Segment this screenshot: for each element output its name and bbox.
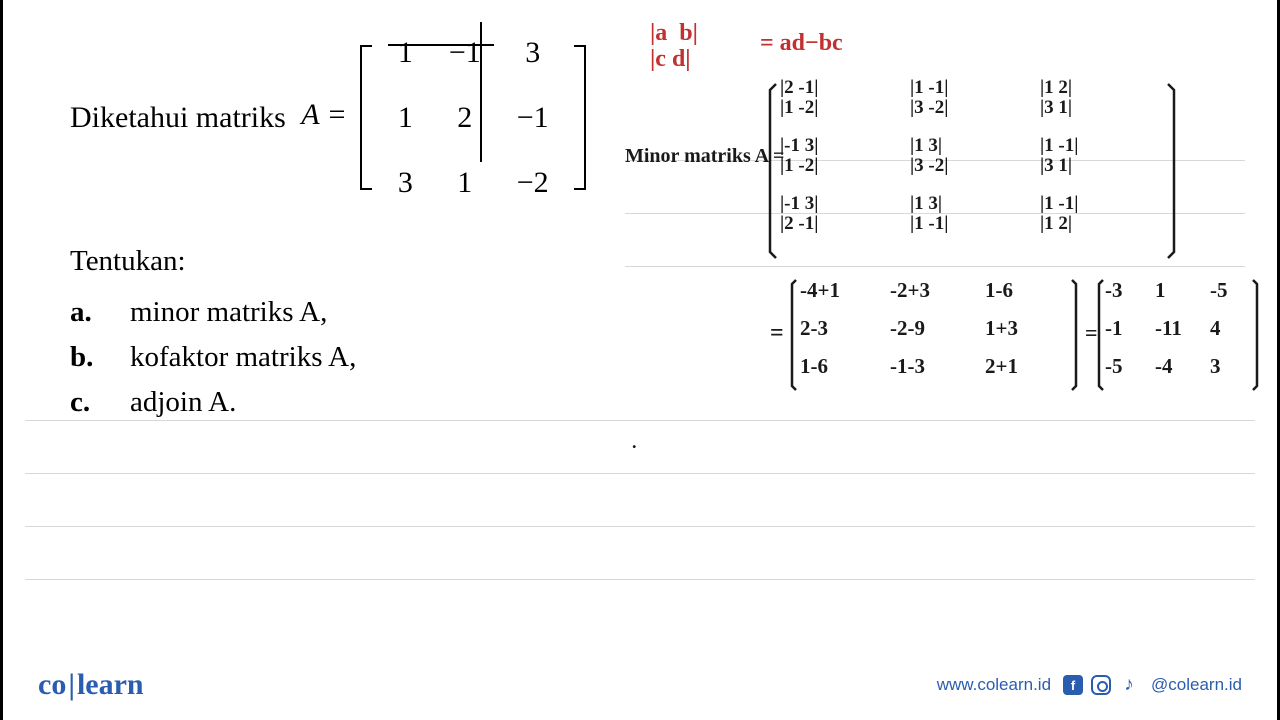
qlabel-a: a. — [70, 296, 130, 329]
footer-handle[interactable]: @colearn.id — [1151, 675, 1242, 695]
m12: −1 — [499, 85, 567, 150]
qlabel-b: b. — [70, 341, 130, 374]
brand-logo: co|learn — [38, 668, 144, 702]
calc-bracket-svg — [790, 276, 1085, 396]
footer: co|learn www.colearn.id f ♪ @colearn.id — [0, 668, 1280, 702]
dot-marker: . — [632, 432, 637, 453]
footer-url[interactable]: www.colearn.id — [937, 675, 1051, 695]
big-bracket-svg — [768, 76, 1188, 266]
matrix-symbol: A = — [301, 98, 347, 131]
qtext-a: minor matriks A, — [130, 296, 327, 329]
m01: −1 — [431, 20, 499, 85]
qlabel-c: c. — [70, 386, 130, 419]
intro-text: Diketahui matriks — [70, 89, 286, 146]
minor-label: Minor matriks A = — [625, 145, 784, 168]
m10: 1 — [380, 85, 431, 150]
calc-matrix: -4+1 -2+3 1-6 2-3 -2-9 1+3 1-6 -1-3 2+1 — [800, 278, 1065, 392]
brand-co: co — [38, 668, 66, 701]
strike-row1 — [388, 44, 494, 46]
minor-matrix-block: |2 -1| |1 -2| |1 -1| |3 -2| |1 2| |3 1| … — [780, 78, 1170, 252]
m11: 2 — [431, 85, 499, 150]
ruled-lines-2 — [25, 420, 1255, 580]
result-matrix: -3 1 -5 -1 -11 4 -5 -4 3 — [1105, 278, 1252, 392]
m00: 1 — [380, 20, 431, 85]
qtext-c: adjoin A. — [130, 386, 236, 419]
result-bracket-svg — [1097, 276, 1267, 396]
footer-right: www.colearn.id f ♪ @colearn.id — [937, 675, 1242, 695]
m02: 3 — [499, 20, 567, 85]
qtext-b: kofaktor matriks A, — [130, 341, 356, 374]
tiktok-icon[interactable]: ♪ — [1119, 675, 1139, 695]
det-formula-rhs: = ad−bc — [760, 30, 843, 57]
brand-learn: learn — [77, 668, 144, 701]
instagram-icon[interactable] — [1091, 675, 1111, 695]
det-formula-lhs: |a b| |c d| — [650, 20, 698, 73]
social-icons: f ♪ — [1063, 675, 1139, 695]
equals-sign: = — [770, 320, 784, 347]
facebook-icon[interactable]: f — [1063, 675, 1083, 695]
strike-col2 — [480, 22, 482, 162]
